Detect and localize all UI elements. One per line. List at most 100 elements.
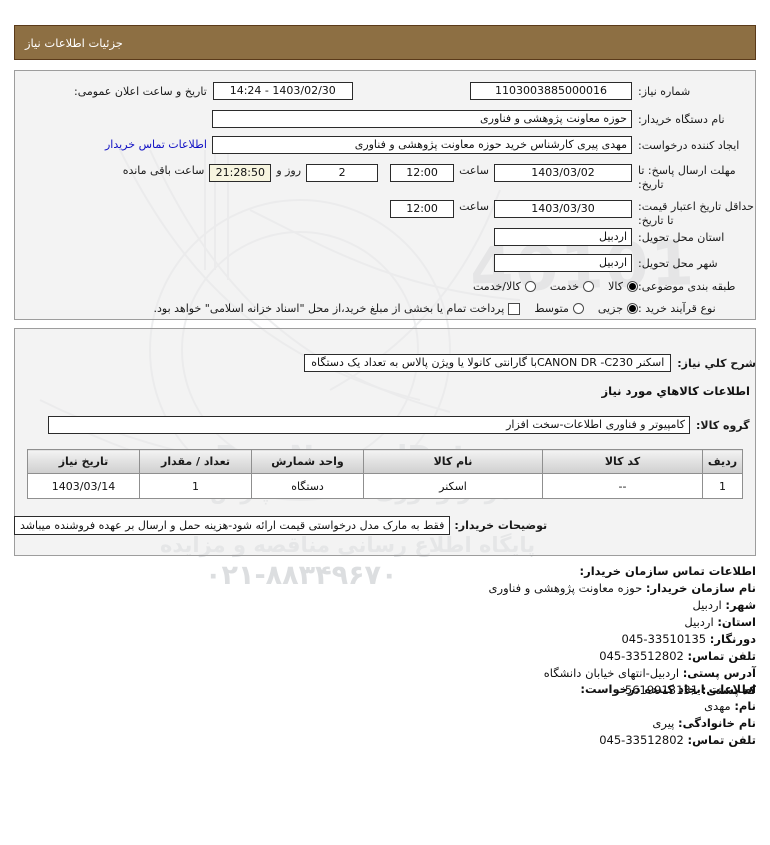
radio-jozii-icon[interactable]: [627, 303, 638, 314]
treasury-bond-checkbox[interactable]: [508, 302, 521, 315]
price-validity-time-label: ساعت: [459, 200, 489, 213]
subject-class-option-0-label: کالا: [608, 280, 623, 293]
buyer-contact-province-value: اردبیل: [684, 615, 714, 629]
buyer-contact-link-wrap[interactable]: اطلاعات تماس خریدار: [105, 138, 207, 151]
reply-deadline-time-label: ساعت: [459, 164, 489, 177]
goods-group-value: کامپیوتر و فناوری اطلاعات-سخت افزار: [48, 416, 690, 434]
purchase-process-label: نوع قرآیند خرید :: [638, 302, 716, 315]
buyer-contact-fax-value: 045-33510135: [621, 632, 707, 646]
requester-last-name-label: نام خانوادگی:: [678, 716, 756, 730]
buyer-contact-address-label: آدرس پستی:: [682, 666, 756, 680]
goods-section-heading: اطلاعات کالاهاي مورد نیاز: [601, 384, 750, 398]
col-nam: نام کالا: [363, 449, 543, 474]
announce-date-value: 1403/02/30 - 14:24: [212, 82, 353, 100]
delivery-city-label: شهر محل تحویل:: [638, 256, 718, 270]
watermark-phone: ۰۲۱-۸۸۳۴۹۶۷۰: [205, 560, 398, 591]
row-reply-deadline: مهلت ارسال پاسخ: تا تاریخ: 1403/03/02 سا…: [123, 164, 756, 192]
row-goods-group: گروه کالا: کامپیوتر و فناوری اطلاعات-سخت…: [48, 416, 756, 434]
purchase-process-option-1-label: متوسط: [534, 302, 569, 315]
subject-class-option-kala-khedmat[interactable]: کالا/خدمت: [473, 280, 536, 293]
row-announce-date: 1403/02/30 - 14:24 تاریخ و ساعت اعلان عم…: [74, 82, 353, 100]
requester-last-name: نام خانوادگی: پیری: [580, 715, 756, 732]
purchase-process-option-motavasset[interactable]: متوسط: [534, 302, 584, 315]
row-buyer-org: نام دستگاه خریدار: حوزه معاونت پژوهشی و …: [212, 110, 756, 128]
announce-date-label: تاریخ و ساعت اعلان عمومی:: [74, 84, 207, 98]
row-purchase-process: نوع قرآیند خرید : جزیی متوسط پرداخت تمام…: [154, 302, 756, 315]
requester-first-name: نام: مهدی: [580, 698, 756, 715]
reply-deadline-remaining-label: ساعت باقی مانده: [122, 164, 205, 177]
buyer-contact-postal-value: 5619913131: [624, 683, 699, 697]
cell-tedad: 1: [139, 473, 252, 499]
row-buyer-note: توضیحات خریدار: فقط به مارک مدل درخواستی…: [14, 516, 756, 535]
need-summary-label: شرح کلي نیاز:: [677, 356, 756, 370]
buyer-org-label: نام دستگاه خریدار:: [638, 112, 725, 126]
radio-kala-khedmat-icon[interactable]: [524, 281, 536, 292]
subject-class-option-1-label: خدمت: [549, 280, 580, 293]
treasury-bond-checkbox-label: پرداخت تمام یا بخشی از مبلغ خرید،از محل …: [153, 302, 505, 315]
delivery-city-value: اردبیل: [494, 254, 632, 272]
page-title-bar: جزئیات اطلاعات نیاز: [14, 25, 756, 60]
requester-phone-label: تلفن تماس:: [687, 733, 756, 747]
buyer-contact-phone: تلفن تماس: 045-33512802: [489, 648, 756, 665]
purchase-process-option-jozii[interactable]: جزیی: [598, 302, 638, 315]
price-validity-date: 1403/03/30: [494, 200, 632, 218]
requester-contact-block: اطلاعات ایجاد کننده درخواست: نام: مهدی ن…: [580, 681, 756, 749]
radio-khedmat-icon[interactable]: [583, 281, 595, 292]
buyer-contact-block: اطلاعات تماس سازمان خریدار: نام سازمان خ…: [489, 563, 756, 699]
buyer-note-value: فقط به مارک مدل درخواستی قیمت ارائه شود-…: [14, 516, 451, 535]
buyer-contact-phone-value: 045-33512802: [599, 649, 684, 663]
reply-deadline-days: 2: [306, 164, 379, 182]
page-title: جزئیات اطلاعات نیاز: [25, 35, 123, 50]
price-validity-time: 12:00: [390, 200, 455, 218]
need-number-value: 1103003885000016: [470, 82, 632, 100]
row-delivery-province: استان محل تحویل: اردبیل: [494, 228, 756, 246]
buyer-contact-address: آدرس پستی: اردبیل-انتهای خیابان دانشگاه: [489, 665, 756, 682]
requester-contact-heading: اطلاعات ایجاد کننده درخواست:: [580, 682, 756, 696]
need-number-label: شماره نیاز:: [638, 84, 691, 98]
buyer-contact-fax: دورنگار: 045-33510135: [489, 631, 756, 648]
subject-class-option-khedmat[interactable]: خدمت: [549, 280, 595, 293]
reply-deadline-date: 1403/03/02: [494, 164, 632, 182]
buyer-contact-fax-label: دورنگار:: [709, 632, 756, 646]
goods-group-label: گروه کالا:: [696, 418, 750, 432]
buyer-contact-province-label: استان:: [717, 615, 756, 629]
subject-class-option-2-label: کالا/خدمت: [473, 280, 521, 293]
col-vahed: واحد شمارش: [251, 449, 364, 474]
row-need-number: شماره نیاز: 1103003885000016: [470, 82, 756, 100]
col-radif: ردیف: [702, 449, 743, 474]
subject-class-option-kala[interactable]: کالا: [608, 280, 638, 293]
buyer-contact-org-label: نام سازمان خریدار:: [645, 581, 756, 595]
table-row: 1 -- اسکنر دستگاه 1 1403/03/14: [27, 473, 743, 499]
reply-deadline-time: 12:00: [390, 164, 455, 182]
radio-kala-icon[interactable]: [627, 281, 638, 292]
buyer-contact-city-label: شهر:: [725, 598, 756, 612]
goods-table: ردیف کد کالا نام کالا واحد شمارش تعداد /…: [27, 449, 743, 499]
requester-label: ایجاد کننده درخواست:: [638, 138, 740, 152]
buyer-contact-province: استان: اردبیل: [489, 614, 756, 631]
cell-vahed: دستگاه: [251, 473, 364, 499]
buyer-contact-postal-label: کد پستی:: [701, 683, 756, 697]
radio-motavasset-icon[interactable]: [572, 303, 584, 314]
reply-deadline-days-label: روز و: [276, 164, 302, 177]
buyer-contact-address-value: اردبیل-انتهای خیابان دانشگاه: [543, 666, 680, 680]
row-delivery-city: شهر محل تحویل: اردبیل: [494, 254, 756, 272]
table-header-row: ردیف کد کالا نام کالا واحد شمارش تعداد /…: [27, 449, 743, 474]
cell-tarikh: 1403/03/14: [27, 473, 140, 499]
requester-value: مهدی پیری کارشناس خرید حوزه معاونت پژوهش…: [212, 136, 632, 154]
subject-class-label: طبقه بندی موضوعی:: [638, 280, 736, 293]
buyer-contact-heading: اطلاعات تماس سازمان خریدار:: [579, 564, 756, 578]
requester-phone-value: 045-33512802: [599, 733, 684, 747]
requester-last-name-value: پیری: [652, 716, 675, 730]
buyer-contact-org: نام سازمان خریدار: حوزه معاونت پژوهشی و …: [489, 580, 756, 597]
reply-deadline-label: مهلت ارسال پاسخ: تا تاریخ:: [638, 164, 736, 191]
buyer-note-label: توضیحات خریدار:: [454, 519, 548, 532]
purchase-process-option-0-label: جزیی: [597, 302, 623, 315]
col-tarikh: تاریخ نیاز: [27, 449, 140, 474]
delivery-province-value: اردبیل: [494, 228, 632, 246]
requester-first-name-value: مهدی: [704, 699, 731, 713]
buyer-contact-link[interactable]: اطلاعات تماس خریدار: [105, 138, 207, 151]
row-requester: ایجاد کننده درخواست: مهدی پیری کارشناس خ…: [212, 136, 756, 154]
treasury-bond-checkbox-group[interactable]: پرداخت تمام یا بخشی از مبلغ خرید،از محل …: [154, 302, 521, 315]
cell-kod: --: [542, 473, 703, 499]
